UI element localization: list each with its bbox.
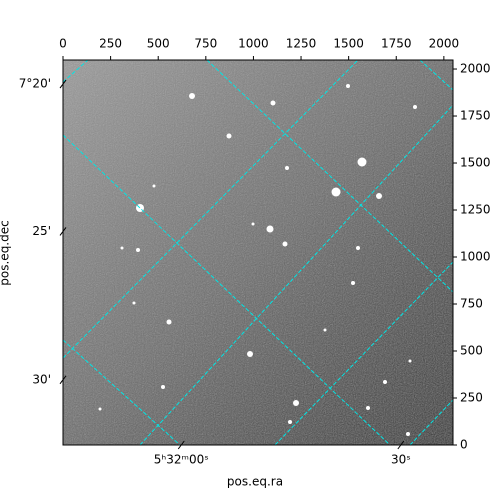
x-tick-label: 500 — [147, 37, 170, 51]
ra-tick — [177, 440, 185, 450]
y-tick-label: 750 — [460, 297, 483, 311]
y-axis-label: pos.eq.dec — [0, 220, 12, 285]
y-tick-label: 2000 — [460, 62, 491, 76]
y-tick-label: 0 — [460, 438, 468, 452]
coordinate-grid — [63, 60, 453, 445]
frame — [62, 59, 454, 446]
image — [63, 60, 453, 445]
dec-tick — [59, 79, 67, 89]
x-tick-label: 1250 — [286, 37, 317, 51]
dec-tick — [59, 375, 67, 385]
dec-tick-label: 7°20' — [19, 77, 51, 91]
dec-tick-label: 25' — [32, 224, 51, 238]
y-tick-label: 500 — [460, 344, 483, 358]
x-tick-label: 750 — [194, 37, 217, 51]
y-tick-label: 1250 — [460, 203, 491, 217]
x-axis-label: pos.eq.ra — [227, 475, 283, 489]
y-tick-label: 250 — [460, 391, 483, 405]
y-tick-label: 1000 — [460, 250, 491, 264]
x-tick-label: 1500 — [333, 37, 364, 51]
ra-tick-label: 30ˢ — [391, 453, 411, 467]
x-tick-label: 2000 — [429, 37, 460, 51]
dec-tick — [59, 227, 67, 236]
x-tick-label: 1000 — [238, 37, 269, 51]
ra-tick — [397, 440, 405, 450]
x-tick-label: 0 — [59, 37, 67, 51]
y-tick-label: 1750 — [460, 109, 491, 123]
x-tick-label: 1750 — [381, 37, 412, 51]
x-tick-label: 250 — [99, 37, 122, 51]
stars — [98, 84, 417, 436]
ra-tick-label: 5ʰ32ᵐ00ˢ — [154, 453, 209, 467]
y-tick-label: 1500 — [460, 156, 491, 170]
dec-tick-label: 30' — [32, 372, 51, 386]
